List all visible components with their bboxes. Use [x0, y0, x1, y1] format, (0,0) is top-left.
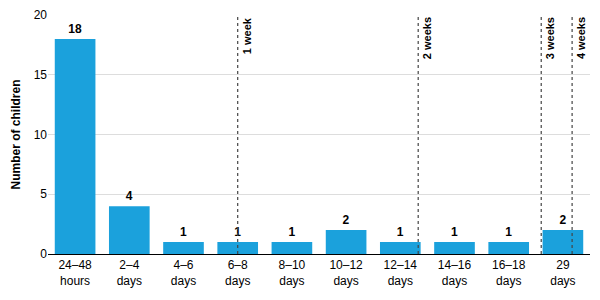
- svg-text:Number of children: Number of children: [9, 79, 23, 189]
- svg-text:2–4days: 2–4days: [117, 258, 142, 288]
- svg-text:2: 2: [343, 213, 350, 227]
- svg-text:1: 1: [397, 225, 404, 239]
- svg-text:14–16days: 14–16days: [438, 258, 472, 288]
- svg-text:1: 1: [451, 225, 458, 239]
- svg-text:3 weeks: 3 weeks: [544, 17, 556, 59]
- svg-text:6–8days: 6–8days: [225, 258, 250, 288]
- svg-text:20: 20: [34, 8, 48, 22]
- svg-text:1: 1: [234, 225, 241, 239]
- svg-text:15: 15: [34, 68, 48, 82]
- svg-text:16–18days: 16–18days: [492, 258, 526, 288]
- svg-text:2 weeks: 2 weeks: [421, 17, 433, 59]
- svg-text:4: 4: [126, 189, 133, 203]
- svg-text:24–48hours: 24–48hours: [58, 258, 92, 288]
- svg-text:1: 1: [505, 225, 512, 239]
- svg-text:8–10days: 8–10days: [279, 258, 306, 288]
- svg-text:10–12days: 10–12days: [329, 258, 363, 288]
- svg-text:2: 2: [559, 213, 566, 227]
- svg-text:29days: 29days: [550, 258, 575, 288]
- svg-text:18: 18: [68, 22, 82, 36]
- svg-text:0: 0: [40, 247, 47, 261]
- svg-text:1: 1: [288, 225, 295, 239]
- svg-text:12–14days: 12–14days: [384, 258, 418, 288]
- svg-text:1: 1: [180, 225, 187, 239]
- svg-text:1 week: 1 week: [241, 17, 253, 54]
- svg-text:10: 10: [34, 128, 48, 142]
- svg-text:4 weeks: 4 weeks: [575, 17, 587, 59]
- svg-text:5: 5: [40, 187, 47, 201]
- svg-text:4–6days: 4–6days: [171, 258, 196, 288]
